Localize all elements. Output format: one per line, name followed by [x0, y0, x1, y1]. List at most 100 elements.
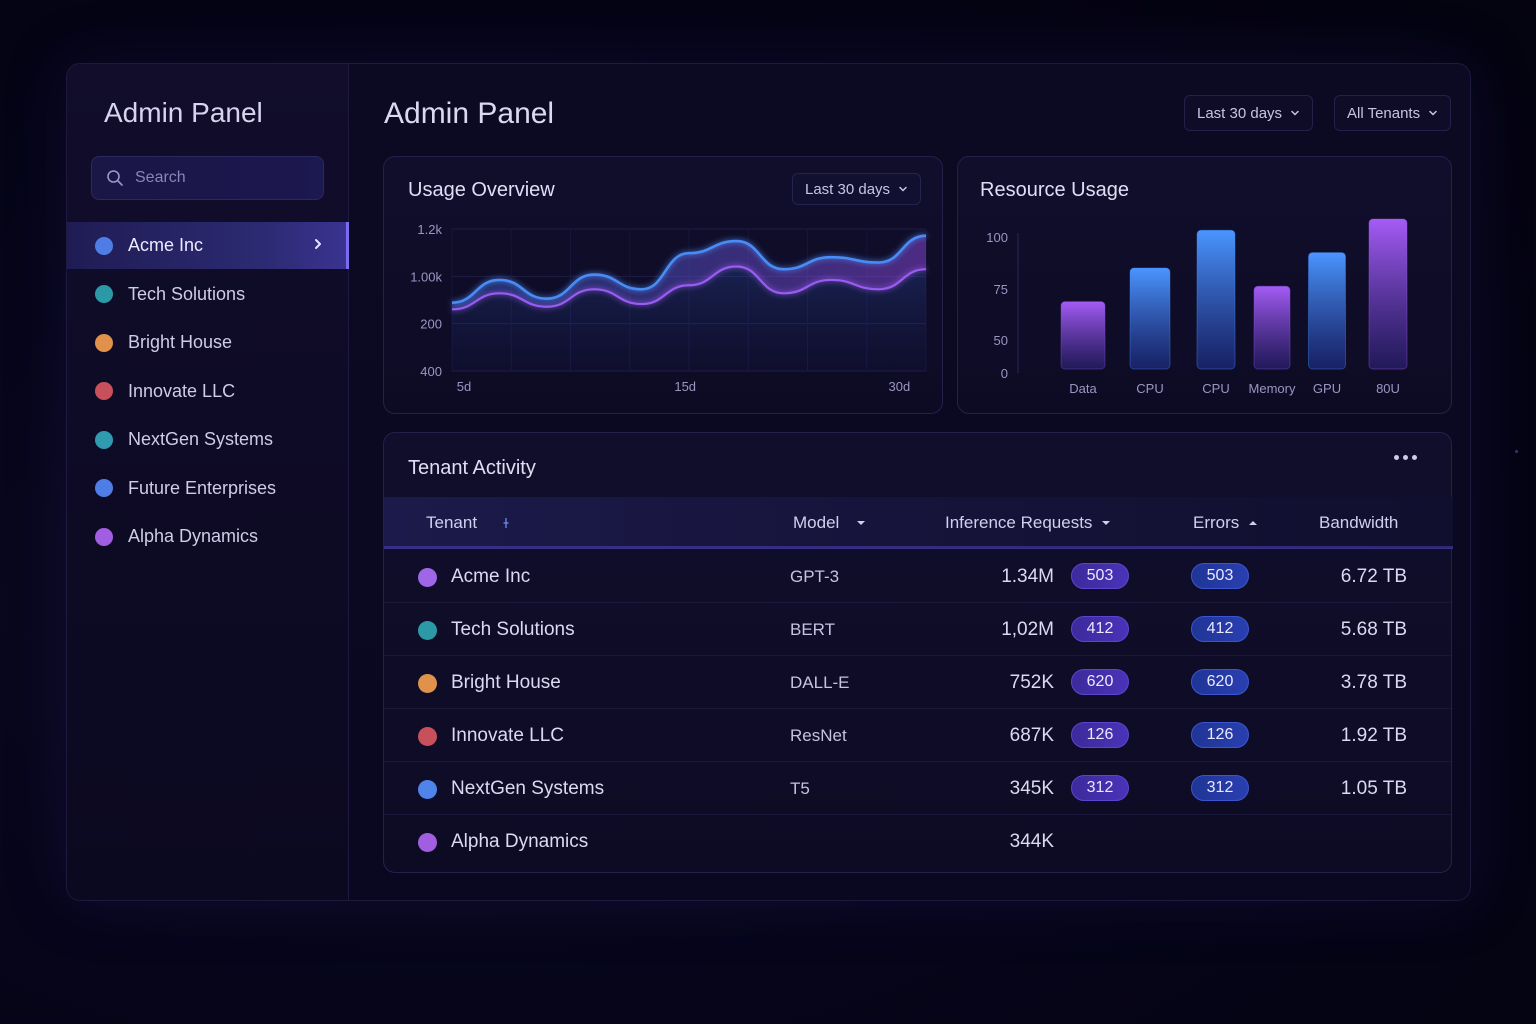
y-tick-label: 1.00k	[410, 269, 442, 284]
column-header-requests[interactable]: Inference Requests	[945, 513, 1112, 533]
x-tick-label: 5d	[457, 379, 471, 394]
column-label: Tenant	[426, 513, 478, 532]
tenant-name: Tech Solutions	[451, 619, 575, 640]
tenant-name: Alpha Dynamics	[451, 831, 589, 852]
tenant-name: Innovate LLC	[451, 725, 565, 746]
tenant-filter-dropdown[interactable]: All Tenants	[1334, 95, 1452, 131]
table-row[interactable]: Innovate LLC ResNet 687K 126 126 1.92 TB	[384, 709, 1453, 762]
sidebar-title: Admin Panel	[104, 97, 263, 128]
date-range-dropdown[interactable]: Last 30 days	[1184, 95, 1314, 131]
sort-icon	[503, 518, 509, 528]
sidebar-item[interactable]: NextGen Systems	[67, 416, 349, 463]
sidebar-item[interactable]: Future Enterprises	[67, 465, 349, 512]
usage-overview-title: Usage Overview	[408, 179, 555, 201]
search-input[interactable]	[135, 169, 305, 187]
search-icon	[107, 170, 123, 186]
errors-badge: 503	[1191, 563, 1249, 589]
sidebar-item-label: Acme Inc	[128, 235, 204, 255]
bar	[1253, 285, 1291, 370]
sidebar-item-label: Innovate LLC	[128, 380, 236, 401]
sidebar-item[interactable]: Alpha Dynamics	[67, 513, 349, 560]
sidebar-item[interactable]: Bright House	[67, 319, 349, 366]
tenant-cell: Acme Inc	[418, 566, 530, 588]
resource-chart: 0 50 75 100 Data CPU CPU Memory GPU 80U	[986, 218, 1408, 396]
tenant-color-dot	[95, 527, 113, 546]
table-row[interactable]: Tech Solutions BERT 1,02M 412 412 5.68 T…	[384, 603, 1453, 656]
tenant-color-dot	[95, 382, 113, 400]
table-row[interactable]: NextGen Systems T5 345K 312 312 1.05 TB	[384, 762, 1453, 815]
requests-badge: 503	[1071, 563, 1129, 589]
bar	[1060, 301, 1106, 370]
x-tick-label: 80U	[1376, 381, 1400, 396]
more-dot	[1403, 455, 1408, 460]
caret-down-icon	[1102, 521, 1111, 525]
search-box[interactable]	[91, 156, 324, 200]
column-label: Inference Requests	[945, 513, 1093, 532]
table-row[interactable]: Bright House DALL-E 752K 620 620 3.78 TB	[384, 656, 1453, 709]
more-dot	[1394, 455, 1399, 460]
table-row[interactable]: Acme Inc GPT-3 1.34M 503 503 6.72 TB	[384, 550, 1453, 603]
x-tick-label: Memory	[1249, 381, 1296, 396]
y-tick-label: 50	[994, 333, 1008, 348]
bandwidth-cell: 1.05 TB	[1340, 778, 1407, 799]
model-cell: T5	[790, 779, 810, 798]
usage-overview-card: Usage Overview Last 30 days 1.2k 1.	[383, 156, 943, 414]
bar	[1129, 267, 1171, 370]
date-range-value: Last 30 days	[1197, 104, 1283, 122]
area-band	[452, 235, 926, 310]
column-label: Errors	[1193, 513, 1240, 532]
tenant-color-dot	[418, 673, 437, 693]
requests-badge: 126	[1071, 722, 1129, 748]
background-star	[1515, 450, 1518, 453]
tenant-color-dot	[418, 832, 437, 852]
column-header-model[interactable]: Model	[793, 513, 867, 533]
column-header-bandwidth[interactable]: Bandwidth	[1319, 513, 1398, 533]
x-tick-label: 30d	[888, 379, 910, 394]
tenant-activity-title: Tenant Activity	[408, 457, 536, 479]
tenant-cell: NextGen Systems	[418, 778, 604, 800]
series-line-secondary	[451, 265, 927, 311]
bar	[1368, 218, 1408, 370]
y-tick-label: 1.2k	[417, 222, 442, 237]
caret-down-icon	[857, 521, 866, 525]
area-fill	[452, 266, 926, 371]
requests-badge: 620	[1071, 669, 1129, 695]
model-cell: GPT-3	[790, 567, 840, 586]
requests-cell: 687K	[1009, 725, 1054, 746]
tenant-filter-value: All Tenants	[1347, 104, 1421, 122]
tenant-color-dot	[418, 620, 437, 640]
table-row[interactable]: Alpha Dynamics 344K	[384, 815, 1453, 868]
tenant-cell: Alpha Dynamics	[418, 831, 588, 853]
tenant-name: Bright House	[451, 672, 561, 693]
x-tick-label: GPU	[1313, 381, 1341, 396]
x-tick-label: 15d	[674, 379, 696, 394]
y-tick-label: 100	[986, 230, 1008, 245]
chevron-down-icon	[1429, 110, 1437, 116]
resource-usage-title: Resource Usage	[980, 179, 1129, 201]
chevron-right-icon	[315, 239, 321, 249]
tenant-color-dot	[95, 236, 113, 255]
column-label: Model	[793, 513, 840, 532]
sidebar-item[interactable]: Innovate LLC	[67, 368, 349, 415]
column-header-tenant[interactable]: Tenant	[426, 513, 513, 533]
sidebar-item[interactable]: Tech Solutions	[67, 271, 349, 318]
model-cell: BERT	[790, 620, 836, 639]
caret-up-icon	[1249, 521, 1258, 525]
chevron-down-icon	[1291, 110, 1299, 116]
column-header-errors[interactable]: Errors	[1193, 513, 1259, 533]
y-tick-label: 75	[994, 282, 1008, 297]
y-tick-label: 200	[420, 317, 442, 332]
sidebar-item[interactable]: Acme Inc	[67, 222, 349, 269]
y-tick-label: 0	[1001, 366, 1008, 381]
requests-badge: 312	[1071, 775, 1129, 801]
usage-range-dropdown[interactable]: Last 30 days	[792, 173, 922, 205]
sidebar-item-label: Future Enterprises	[128, 477, 277, 498]
more-options-button[interactable]	[1394, 455, 1417, 460]
tenant-activity-card: Tenant Activity Tenant Model Inference R…	[383, 432, 1453, 873]
tenant-cell: Bright House	[418, 672, 561, 694]
bandwidth-cell: 6.72 TB	[1340, 566, 1407, 587]
bandwidth-cell: 3.78 TB	[1340, 672, 1407, 693]
x-tick-label: Data	[1069, 381, 1097, 396]
tenant-list: Acme Inc Tech Solutions Bright House Inn…	[67, 222, 349, 562]
requests-cell: 345K	[1009, 778, 1054, 799]
